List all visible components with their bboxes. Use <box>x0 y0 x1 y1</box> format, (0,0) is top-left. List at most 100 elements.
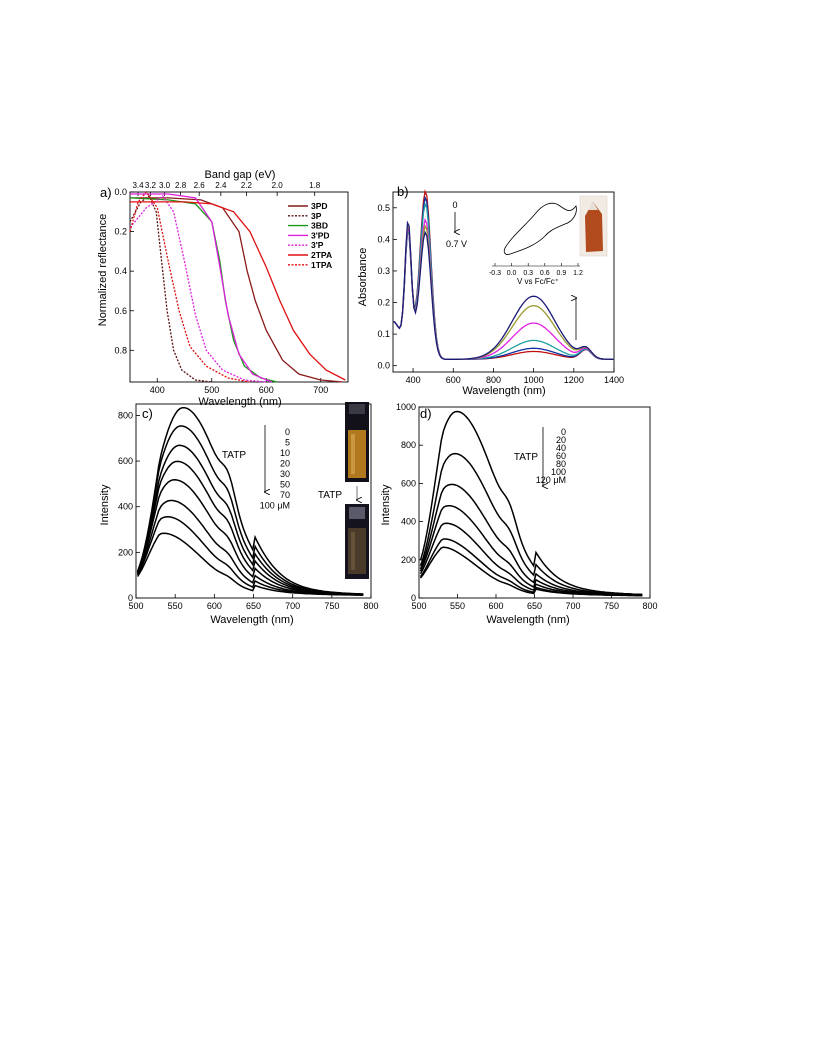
panel-d-y-tick-label: 800 <box>401 440 416 450</box>
panel-a-letter: a) <box>100 185 112 200</box>
emission-series-line <box>136 444 364 596</box>
legend-concentration-label: 30 <box>280 469 290 479</box>
emission-series-line <box>419 483 643 596</box>
panel-b-lines <box>392 189 614 361</box>
panel-c-x-tick-label: 750 <box>324 601 339 611</box>
panel-b-x-tick-label: 600 <box>446 375 461 385</box>
panel-d-x-tick-label: 500 <box>411 601 426 611</box>
inset-x-axis-label: V vs Fc/Fc⁺ <box>517 277 559 286</box>
panel-b-arrow-end-label: 0.7 V <box>446 239 467 249</box>
panel-a-axes: 400 500 600 700 0.0 0.2 0.4 0.6 0.8 3.4 3.2 3.0 2.8 2… <box>114 181 349 395</box>
legend-concentration-label: 40 <box>556 443 566 453</box>
panel-d: d) Wavelength (nm) Intensity 500 550 600 65… <box>380 402 658 626</box>
inset-tick-label: -0.3 <box>489 270 501 277</box>
panel-a-y-tick-label: 0.0 <box>114 187 127 197</box>
inset-tick-label: 0.9 <box>557 270 567 277</box>
inset-cv-curve <box>503 202 577 255</box>
panel-b-letter: b) <box>397 184 409 199</box>
panel-d-y-tick-label: 0 <box>411 593 416 603</box>
series-line-3BD <box>129 197 278 383</box>
emission-series-line <box>136 499 364 596</box>
vial-photo-after <box>345 504 369 579</box>
series-line-2TPA <box>130 201 346 381</box>
legend-concentration-label: 5 <box>285 438 290 448</box>
panel-b: b) Wavelength (nm) Absorbance 400 600 800 1… <box>357 184 624 397</box>
panel-c-y-tick-label: 400 <box>118 502 133 512</box>
panel-d-y-tick-label: 1000 <box>396 402 416 412</box>
panel-c-x-tick-label: 700 <box>285 601 300 611</box>
panel-a-x-tick-label: 400 <box>150 385 165 395</box>
panel-a: a) Band gap (eV) Wavelength (nm) Normali… <box>97 169 349 408</box>
vial-photo-before <box>345 402 369 482</box>
panel-a-top-tick-label: 2.0 <box>272 181 284 190</box>
panel-a-top-axis-label: Band gap (eV) <box>205 169 276 181</box>
panel-c-y-tick-label: 0 <box>128 593 133 603</box>
panel-c-lines <box>136 406 364 596</box>
panel-a-lines <box>129 190 346 383</box>
panel-b-y-tick-label: 0.5 <box>377 203 390 213</box>
inset-tick-label: 1.2 <box>573 270 583 277</box>
panel-c-y-tick-label: 800 <box>118 410 133 420</box>
vial-arrow-label: TATP <box>318 490 342 501</box>
panel-c-legend-title: TATP <box>222 450 246 461</box>
panel-b-y-tick-label: 0.0 <box>377 361 390 371</box>
panel-a-y-tick-label: 0.4 <box>114 266 127 276</box>
panel-a-frame <box>129 191 349 383</box>
emission-series-line <box>419 538 643 597</box>
panel-c-y-tick-label: 200 <box>118 547 133 557</box>
absorbance-series-line <box>392 220 614 360</box>
panel-a-top-tick-label: 2.2 <box>241 181 253 190</box>
panel-b-arrow-start-label: 0 <box>452 200 457 210</box>
panel-d-y-tick-label: 400 <box>401 517 416 527</box>
panel-d-x-tick-label: 550 <box>450 601 465 611</box>
series-line-3'P <box>129 195 267 383</box>
inset-tick-label: 0.3 <box>523 270 533 277</box>
crystal-photo <box>579 195 608 257</box>
inset-tick-labels: -0.3 0.0 0.3 0.6 0.9 1.2 <box>489 263 583 277</box>
legend-concentration-label: 20 <box>280 459 290 469</box>
panel-a-y-tick-label: 0.8 <box>114 345 127 355</box>
legend-label-2TPA: 2TPA <box>311 250 332 260</box>
panel-b-y-tick-label: 0.1 <box>377 329 390 339</box>
series-line-3'PD <box>130 193 272 383</box>
panel-c-x-tick-label: 550 <box>168 601 183 611</box>
series-line-1TPA <box>129 190 251 383</box>
panel-b-x-tick-label: 800 <box>486 375 501 385</box>
panel-a-y-axis-label: Normalized reflectance <box>97 214 109 327</box>
emission-series-line <box>136 516 364 596</box>
legend-label-3BD: 3BD <box>311 221 328 231</box>
panel-c-x-tick-label: 800 <box>363 601 378 611</box>
panel-a-top-tick-label: 3.2 <box>145 181 157 190</box>
panel-b-inset: -0.3 0.0 0.3 0.6 0.9 1.2 V vs Fc/Fc⁺ <box>489 202 583 286</box>
panel-d-y-tick-label: 600 <box>401 478 416 488</box>
panel-d-lines <box>419 410 643 597</box>
emission-series-line <box>419 410 643 596</box>
panel-d-x-axis-label: Wavelength (nm) <box>486 614 569 626</box>
emission-series-line <box>419 546 643 597</box>
panel-d-x-tick-label: 650 <box>527 601 542 611</box>
panel-a-y-tick-label: 0.6 <box>114 306 127 316</box>
legend-label-3'PD: 3'PD <box>311 230 330 240</box>
panel-c-y-axis-label: Intensity <box>99 484 111 525</box>
emission-series-line <box>136 532 364 596</box>
legend-label-3'P: 3'P <box>311 240 324 250</box>
panel-b-axes: 400 600 800 1000 1200 1400 0.0 0.1 0.2 0.3 0.4 0.5 <box>377 191 624 385</box>
legend-concentration-label: 120 μM <box>536 475 566 485</box>
legend-concentration-label: 50 <box>280 480 290 490</box>
legend-concentration-label: 0 <box>285 427 290 437</box>
legend-concentration-label: 100 μM <box>260 501 290 511</box>
absorbance-series-line <box>392 201 614 361</box>
panel-b-x-tick-label: 1000 <box>524 375 544 385</box>
legend-concentration-label: 10 <box>280 448 290 458</box>
legend-concentration-label: 80 <box>556 459 566 469</box>
legend-label-3PD: 3PD <box>311 201 328 211</box>
panel-b-x-tick-label: 400 <box>406 375 421 385</box>
panel-b-x-tick-label: 1200 <box>564 375 584 385</box>
panel-a-x-tick-label: 700 <box>313 385 328 395</box>
panel-a-top-tick-label: 1.8 <box>309 181 321 190</box>
panel-c-x-axis-label: Wavelength (nm) <box>210 614 293 626</box>
panel-c: c) Wavelength (nm) Intensity 500 550 600 65… <box>99 402 379 626</box>
